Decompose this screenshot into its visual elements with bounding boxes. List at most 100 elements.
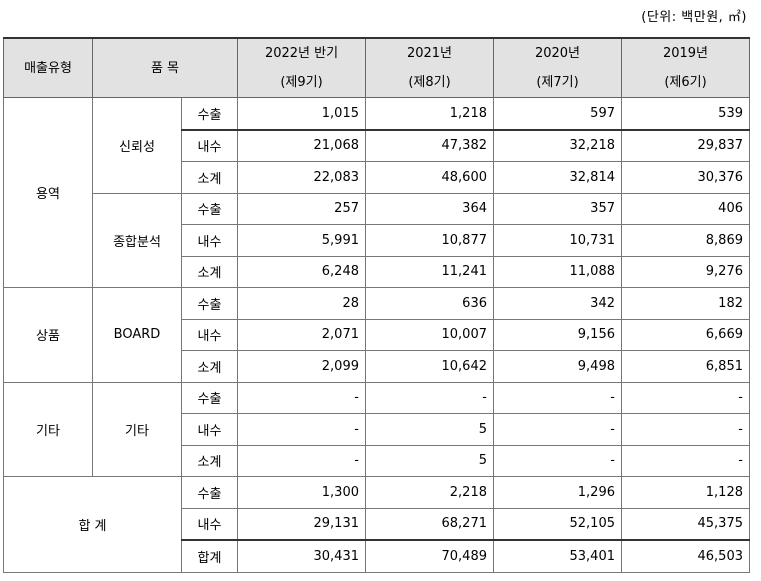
header-period: 2019년 (제6기) xyxy=(621,37,750,98)
value-cell: 182 xyxy=(621,287,750,320)
value-cell: 70,489 xyxy=(365,539,494,573)
value-cell: 1,296 xyxy=(493,476,622,509)
sub-label-cell: 합계 xyxy=(181,539,238,573)
unit-note: (단위: 백만원, ㎡) xyxy=(641,10,747,25)
header-period: 2021년 (제8기) xyxy=(365,37,494,98)
value-cell: 636 xyxy=(365,287,494,320)
sub-label-cell: 수출 xyxy=(181,287,238,320)
period-term: (제6기) xyxy=(664,75,707,90)
value-cell: 6,851 xyxy=(621,350,750,383)
sub-label-cell: 소계 xyxy=(181,350,238,383)
header-row: 매출유형 품 목 2022년 반기 (제9기) 2021년 (제8기) 2020… xyxy=(3,37,750,98)
sales-type-cell: 기타 xyxy=(3,381,93,477)
header-period: 2022년 반기 (제9기) xyxy=(237,37,366,98)
table-row: 합계 30,431 70,489 53,401 46,503 xyxy=(4,539,750,573)
value-cell: 406 xyxy=(621,192,750,225)
table-row: 내수 -5- - xyxy=(4,413,750,446)
period-year: 2020년 xyxy=(534,46,581,61)
header-period: 2020년 (제7기) xyxy=(493,37,622,98)
sub-label-cell: 수출 xyxy=(181,381,238,414)
table-row: 상품 BOARD 수출 28 636 342 182 xyxy=(3,287,750,383)
table-row: 소계 -5- - xyxy=(4,444,750,477)
value-cell: 5 xyxy=(365,413,494,446)
value-cell: 29,837 xyxy=(621,128,750,162)
header-sales-type: 매출유형 xyxy=(3,37,93,98)
item-name-cell: BOARD xyxy=(92,287,182,383)
period-year: 2022년 반기 xyxy=(264,46,339,61)
sub-label-cell: 소계 xyxy=(181,161,238,194)
value-cell: 11,241 xyxy=(365,255,494,288)
sales-type-cell: 용역 xyxy=(3,97,93,288)
period-year: 2021년 xyxy=(406,46,453,61)
value-cell: - xyxy=(621,444,750,477)
value-cell: 10,007 xyxy=(365,318,494,351)
value-cell: - xyxy=(237,444,366,477)
period-year: 2019년 xyxy=(662,46,709,61)
value-cell: 1,128 xyxy=(621,476,750,509)
value-cell: 47,382 xyxy=(365,128,494,162)
sub-label-cell: 내수 xyxy=(181,128,238,162)
value-cell: 22,083 xyxy=(237,161,366,194)
period-term: (제8기) xyxy=(408,75,451,90)
value-cell: - xyxy=(365,381,494,414)
total-label-cell: 합 계 xyxy=(3,476,182,573)
value-cell: 5 xyxy=(365,444,494,477)
sales-table: 매출유형 품 목 2022년 반기 (제9기) 2021년 (제8기) 2020… xyxy=(3,37,750,573)
value-cell: - xyxy=(493,413,622,446)
value-cell: - xyxy=(621,413,750,446)
table-row: 기타 기타 수출 - - - - xyxy=(3,381,750,477)
table-row: 내수 21,068 47,382 32,218 29,837 xyxy=(4,128,750,162)
value-cell: - xyxy=(493,444,622,477)
value-cell: 21,068 xyxy=(237,128,366,162)
period-term: (제7기) xyxy=(536,75,579,90)
value-cell: 32,218 xyxy=(493,128,622,162)
value-cell: 9,498 xyxy=(493,350,622,383)
value-cell: 9,156 xyxy=(493,318,622,351)
value-cell: 32,814 xyxy=(493,161,622,194)
value-cell: 30,431 xyxy=(237,539,366,573)
value-cell: 11,088 xyxy=(493,255,622,288)
value-cell: 5,991 xyxy=(237,224,366,257)
value-cell: - xyxy=(237,413,366,446)
value-cell: 6,669 xyxy=(621,318,750,351)
value-cell: 539 xyxy=(621,97,750,130)
table-body: 용역 신뢰성 수출 1,015 1,218 597 539 내수 21,068 47,382 32,… xyxy=(3,97,750,573)
sub-label-cell: 수출 xyxy=(181,192,238,225)
value-cell: 1,218 xyxy=(365,97,494,130)
value-cell: 6,248 xyxy=(237,255,366,288)
value-cell: 45,375 xyxy=(621,507,750,541)
sub-label-cell: 내수 xyxy=(181,318,238,351)
sub-label-cell: 수출 xyxy=(181,476,238,509)
sub-label-cell: 내수 xyxy=(181,507,238,541)
value-cell: - xyxy=(493,381,622,414)
value-cell: 2,071 xyxy=(237,318,366,351)
table-row: 용역 신뢰성 수출 1,015 1,218 597 539 xyxy=(3,97,750,288)
value-cell: 68,271 xyxy=(365,507,494,541)
value-cell: 1,300 xyxy=(237,476,366,509)
sub-label-cell: 소계 xyxy=(181,444,238,477)
value-cell: 28 xyxy=(237,287,366,320)
value-cell: 10,731 xyxy=(493,224,622,257)
item-name-cell: 기타 xyxy=(92,381,182,477)
item-name-cell: 신뢰성 xyxy=(92,97,182,194)
value-cell: 30,376 xyxy=(621,161,750,194)
item-name-cell: 종합분석 xyxy=(92,192,182,288)
value-cell: 2,099 xyxy=(237,350,366,383)
sub-label-cell: 소계 xyxy=(181,255,238,288)
sub-label-cell: 수출 xyxy=(181,97,238,130)
value-cell: 364 xyxy=(365,192,494,225)
period-term: (제9기) xyxy=(280,75,323,90)
value-cell: 2,218 xyxy=(365,476,494,509)
sub-label-cell: 내수 xyxy=(181,224,238,257)
value-cell: 1,015 xyxy=(237,97,366,130)
table-row: 내수 2,071 10,007 9,156 6,669 xyxy=(4,318,750,351)
value-cell: 48,600 xyxy=(365,161,494,194)
table-row: 종합분석 수출 257 364 357 406 xyxy=(4,192,750,288)
value-cell: 9,276 xyxy=(621,255,750,288)
value-cell: 53,401 xyxy=(493,539,622,573)
value-cell: 46,503 xyxy=(621,539,750,573)
value-cell: 10,642 xyxy=(365,350,494,383)
value-cell: 597 xyxy=(493,97,622,130)
value-cell: 342 xyxy=(493,287,622,320)
table-row: 내수 5,991 10,877 10,731 8,869 xyxy=(4,224,750,257)
